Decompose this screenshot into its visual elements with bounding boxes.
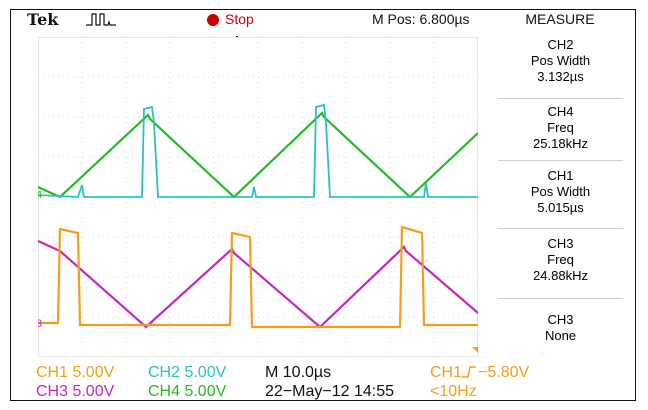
measure-menu-title: MEASURE (525, 11, 595, 27)
measurement-3-channel: CH1 (547, 168, 574, 183)
measurement-3-value: 5.015µs (537, 200, 584, 215)
run-state-label: Stop (225, 11, 254, 27)
trigger-level-arrow-icon (472, 347, 478, 353)
run-state-indicator-icon (207, 14, 219, 26)
measurement-2: CH4 Freq 25.18kHz (498, 104, 623, 152)
measurement-1-value: 3.132µs (537, 69, 584, 84)
horizontal-position: M Pos: 6.800µs (372, 11, 470, 27)
measurement-3-name: Pos Width (530, 184, 591, 199)
ch1-waveform (38, 225, 478, 329)
divider (498, 98, 623, 99)
measurement-2-value: 25.18kHz (533, 136, 588, 151)
measurement-5-channel: CH3 (547, 312, 574, 327)
measurement-2-channel: CH4 (547, 104, 574, 119)
rising-edge-icon (462, 366, 476, 378)
trigger-frequency: <10Hz (430, 383, 477, 400)
measurement-2-name: Freq (547, 120, 574, 135)
timebase: M 10.0µs (265, 364, 332, 381)
brand-logo: Tek (27, 10, 59, 29)
ch3-scale: CH3 5.00V (36, 383, 115, 400)
measurement-5-name: None (544, 328, 577, 343)
ch2-waveform (38, 103, 478, 198)
trigger-pulse-icon (86, 13, 116, 26)
divider (498, 160, 623, 161)
measurement-4: CH3 Freq 24.88kHz (498, 236, 623, 284)
trigger-level: −5.80V (478, 364, 530, 381)
measurement-4-channel: CH3 (547, 236, 574, 251)
measurement-1: CH2 Pos Width 3.132µs (498, 37, 623, 85)
ch3-ground-marker: 3 (38, 318, 42, 330)
measurement-5: CH3 None (498, 312, 623, 344)
measurement-1-channel: CH2 (547, 37, 574, 52)
ch1-scale: CH1 5.00V (36, 364, 115, 381)
ch4-ground-marker: 4 (38, 189, 42, 201)
trigger-source: CH1 (430, 364, 463, 381)
ch2-scale: CH2 5.00V (148, 364, 227, 381)
divider (498, 298, 623, 299)
measurement-3: CH1 Pos Width 5.015µs (498, 168, 623, 216)
ch4-scale: CH4 5.00V (148, 383, 227, 400)
date-time: 22−May−12 14:55 (265, 383, 394, 400)
measurement-4-name: Freq (547, 252, 574, 267)
measurement-4-value: 24.88kHz (533, 268, 588, 283)
divider (498, 228, 623, 229)
ch3-waveform (38, 239, 478, 329)
measurement-1-name: Pos Width (530, 53, 591, 68)
waveform-graticule: 4 3 (38, 37, 478, 357)
